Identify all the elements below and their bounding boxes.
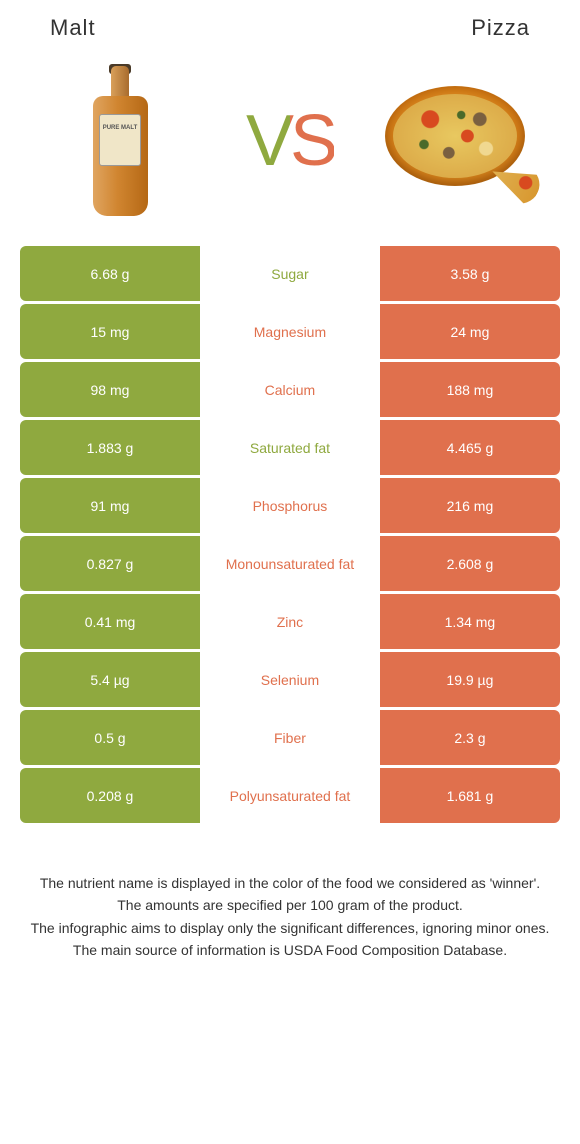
nutrient-right-value: 19.9 µg	[380, 652, 560, 707]
header-right-title: Pizza	[471, 15, 530, 41]
nutrient-label: Calcium	[200, 362, 380, 417]
nutrient-right-value: 2.608 g	[380, 536, 560, 591]
nutrient-left-value: 98 mg	[20, 362, 200, 417]
nutrient-label: Phosphorus	[200, 478, 380, 533]
footnote-line: The amounts are specified per 100 gram o…	[30, 895, 550, 915]
malt-image	[45, 61, 195, 221]
nutrient-right-value: 1.681 g	[380, 768, 560, 823]
nutrient-row: 98 mgCalcium188 mg	[20, 362, 560, 417]
nutrient-row: 1.883 gSaturated fat4.465 g	[20, 420, 560, 475]
nutrient-grid: 6.68 gSugar3.58 g15 mgMagnesium24 mg98 m…	[20, 246, 560, 823]
nutrient-row: 6.68 gSugar3.58 g	[20, 246, 560, 301]
nutrient-label: Monounsaturated fat	[200, 536, 380, 591]
nutrient-row: 0.208 gPolyunsaturated fat1.681 g	[20, 768, 560, 823]
nutrient-left-value: 5.4 µg	[20, 652, 200, 707]
pizza-image	[385, 61, 535, 221]
nutrient-right-value: 24 mg	[380, 304, 560, 359]
nutrient-right-value: 4.465 g	[380, 420, 560, 475]
nutrient-left-value: 0.208 g	[20, 768, 200, 823]
nutrient-label: Saturated fat	[200, 420, 380, 475]
nutrient-label: Selenium	[200, 652, 380, 707]
footnote-line: The main source of information is USDA F…	[30, 940, 550, 960]
footnote-line: The infographic aims to display only the…	[30, 918, 550, 938]
nutrient-label: Sugar	[200, 246, 380, 301]
nutrient-label: Polyunsaturated fat	[200, 768, 380, 823]
header-row: Malt Pizza	[20, 15, 560, 41]
header-left-title: Malt	[50, 15, 96, 41]
nutrient-row: 0.41 mgZinc1.34 mg	[20, 594, 560, 649]
nutrient-row: 5.4 µgSelenium19.9 µg	[20, 652, 560, 707]
nutrient-right-value: 3.58 g	[380, 246, 560, 301]
nutrient-right-value: 2.3 g	[380, 710, 560, 765]
hero-row: VS	[20, 51, 560, 246]
nutrient-right-value: 216 mg	[380, 478, 560, 533]
nutrient-label: Zinc	[200, 594, 380, 649]
nutrient-right-value: 1.34 mg	[380, 594, 560, 649]
nutrient-row: 91 mgPhosphorus216 mg	[20, 478, 560, 533]
nutrient-left-value: 6.68 g	[20, 246, 200, 301]
nutrient-label: Fiber	[200, 710, 380, 765]
nutrient-row: 0.827 gMonounsaturated fat2.608 g	[20, 536, 560, 591]
nutrient-left-value: 1.883 g	[20, 420, 200, 475]
nutrient-left-value: 0.827 g	[20, 536, 200, 591]
nutrient-label: Magnesium	[200, 304, 380, 359]
nutrient-right-value: 188 mg	[380, 362, 560, 417]
nutrient-left-value: 0.41 mg	[20, 594, 200, 649]
nutrient-left-value: 91 mg	[20, 478, 200, 533]
footnote-line: The nutrient name is displayed in the co…	[30, 873, 550, 893]
nutrient-row: 0.5 gFiber2.3 g	[20, 710, 560, 765]
nutrient-left-value: 0.5 g	[20, 710, 200, 765]
footnotes: The nutrient name is displayed in the co…	[20, 873, 560, 960]
nutrient-row: 15 mgMagnesium24 mg	[20, 304, 560, 359]
nutrient-left-value: 15 mg	[20, 304, 200, 359]
vs-label: VS	[246, 105, 334, 177]
